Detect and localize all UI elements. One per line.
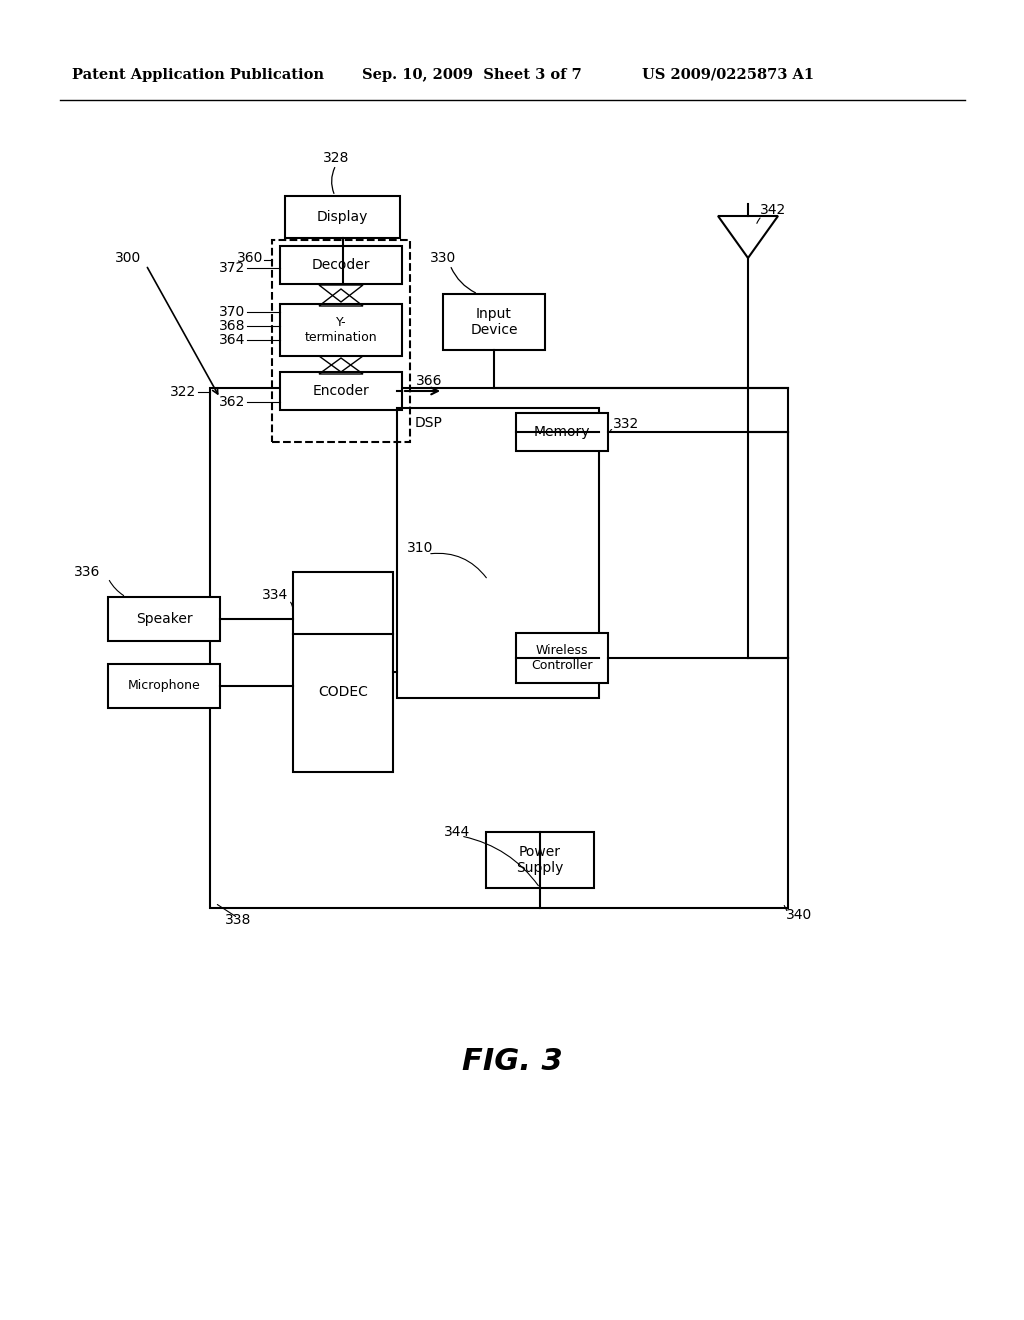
Text: 338: 338 <box>225 913 251 927</box>
Bar <box>516 413 608 451</box>
Text: 364: 364 <box>219 333 245 347</box>
Text: 370: 370 <box>219 305 245 319</box>
Bar <box>516 634 608 682</box>
Bar <box>285 195 400 238</box>
Text: Wireless
Controller: Wireless Controller <box>531 644 593 672</box>
Text: 342: 342 <box>760 203 786 216</box>
Bar <box>486 832 594 888</box>
Text: Speaker: Speaker <box>136 612 193 626</box>
Text: 366: 366 <box>416 374 442 388</box>
Text: 368: 368 <box>218 319 245 333</box>
Bar <box>280 372 402 411</box>
Text: US 2009/0225873 A1: US 2009/0225873 A1 <box>642 69 814 82</box>
Bar <box>272 240 410 442</box>
Text: 372: 372 <box>219 261 245 275</box>
Text: 340: 340 <box>786 908 812 921</box>
Text: Input
Device: Input Device <box>470 306 518 337</box>
Text: Patent Application Publication: Patent Application Publication <box>72 69 324 82</box>
Text: 310: 310 <box>407 541 433 554</box>
Bar <box>210 388 788 908</box>
Text: Microphone: Microphone <box>128 680 201 693</box>
Text: 344: 344 <box>444 825 470 840</box>
Text: DSP: DSP <box>415 416 442 430</box>
Bar <box>280 304 402 356</box>
Text: Display: Display <box>316 210 369 224</box>
Text: Y-
termination: Y- termination <box>305 315 377 345</box>
Text: 360: 360 <box>237 251 263 265</box>
Bar <box>397 408 599 698</box>
Text: FIG. 3: FIG. 3 <box>462 1048 562 1077</box>
Bar <box>108 664 220 708</box>
Bar <box>108 597 220 642</box>
Text: Encoder: Encoder <box>312 384 370 399</box>
Bar <box>443 294 545 350</box>
Text: 336: 336 <box>74 565 100 579</box>
Text: Power
Supply: Power Supply <box>516 845 563 875</box>
Text: 300: 300 <box>115 251 141 265</box>
Text: Decoder: Decoder <box>311 257 371 272</box>
Text: 328: 328 <box>323 150 349 165</box>
Bar <box>280 246 402 284</box>
Text: 362: 362 <box>219 395 245 409</box>
Text: 322: 322 <box>170 385 196 399</box>
Text: Sep. 10, 2009  Sheet 3 of 7: Sep. 10, 2009 Sheet 3 of 7 <box>362 69 582 82</box>
Text: CODEC: CODEC <box>318 685 368 700</box>
Bar <box>293 572 393 772</box>
Text: 330: 330 <box>430 251 457 265</box>
Text: 332: 332 <box>613 417 639 432</box>
Text: Memory: Memory <box>534 425 590 440</box>
Text: 334: 334 <box>262 587 288 602</box>
